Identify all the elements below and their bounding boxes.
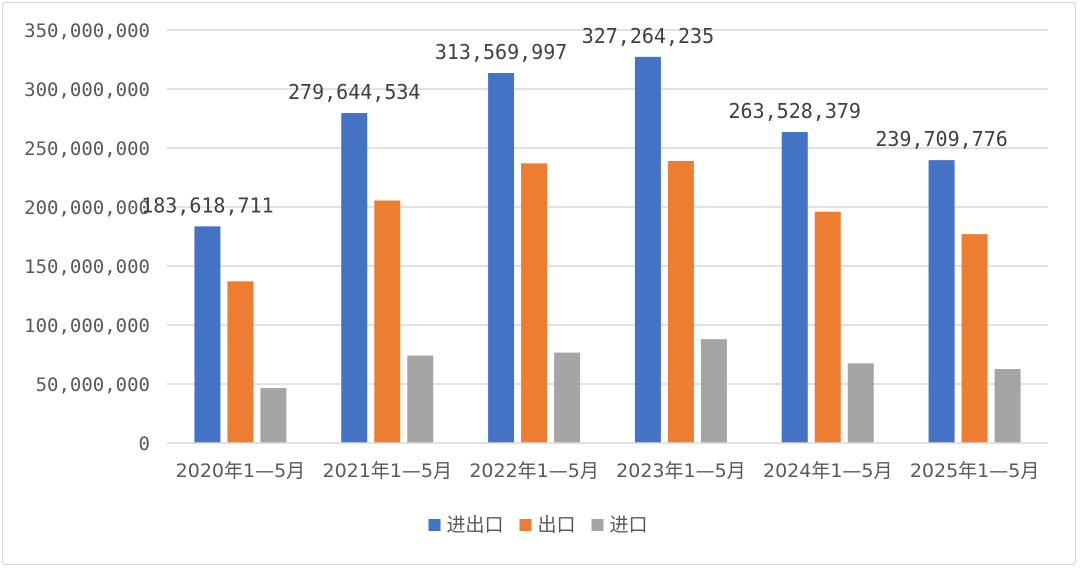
y-tick-label: 0	[139, 433, 150, 455]
bar-total	[781, 132, 808, 444]
bar-import	[554, 352, 581, 443]
bar-import	[407, 355, 434, 443]
legend-label: 出口	[538, 514, 576, 536]
bar-export	[521, 163, 548, 443]
x-tick-label: 2021年1—5月	[322, 460, 452, 482]
y-tick-label: 300,000,000	[24, 79, 150, 101]
x-tick-label: 2022年1—5月	[469, 460, 599, 482]
gridlines	[167, 29, 1048, 385]
bar-import	[994, 369, 1021, 443]
bars	[194, 56, 1021, 444]
bar-export	[961, 234, 988, 443]
y-tick-label: 50,000,000	[36, 374, 150, 396]
y-tick-label: 100,000,000	[24, 315, 150, 337]
data-label: 313,569,997	[435, 40, 567, 64]
data-labels: 183,618,711 279,644,534 313,569,997 327,264…	[141, 24, 1008, 218]
x-axis-ticks: 2020年1—5月 2021年1—5月 2022年1—5月 2023年1—5月 2024…	[176, 460, 1040, 482]
y-tick-label: 200,000,000	[24, 197, 150, 219]
bar-total	[634, 56, 661, 444]
bar-export	[814, 211, 841, 443]
legend-swatch	[519, 519, 532, 531]
data-label: 239,709,776	[875, 127, 1007, 151]
bar-total	[341, 113, 368, 444]
y-tick-label: 250,000,000	[24, 138, 150, 160]
x-tick-label: 2024年1—5月	[763, 460, 893, 482]
bar-export	[374, 200, 401, 443]
data-label: 263,528,379	[729, 99, 861, 123]
bar-total	[194, 226, 221, 443]
bar-import	[700, 339, 727, 443]
bar-export	[667, 160, 694, 444]
bar-import	[260, 388, 287, 443]
y-axis-ticks: 0 50,000,000 100,000,000 150,000,000 200,000…	[24, 20, 150, 455]
legend-label: 进出口	[447, 514, 504, 536]
legend: 进出口 出口 进口	[428, 514, 648, 536]
bar-total	[488, 72, 515, 444]
data-label: 183,618,711	[141, 193, 273, 217]
data-label: 327,264,235	[582, 24, 714, 48]
data-label: 279,644,534	[288, 80, 420, 104]
x-tick-label: 2025年1—5月	[910, 460, 1040, 482]
bar-total	[928, 160, 955, 444]
legend-swatch	[591, 519, 604, 531]
legend-label: 进口	[610, 514, 648, 536]
x-tick-label: 2023年1—5月	[616, 460, 746, 482]
y-tick-label: 350,000,000	[24, 20, 150, 42]
bar-export	[227, 281, 254, 443]
bar-import	[847, 363, 874, 443]
y-tick-label: 150,000,000	[24, 256, 150, 278]
x-tick-label: 2020年1—5月	[176, 460, 306, 482]
legend-swatch	[428, 519, 441, 531]
